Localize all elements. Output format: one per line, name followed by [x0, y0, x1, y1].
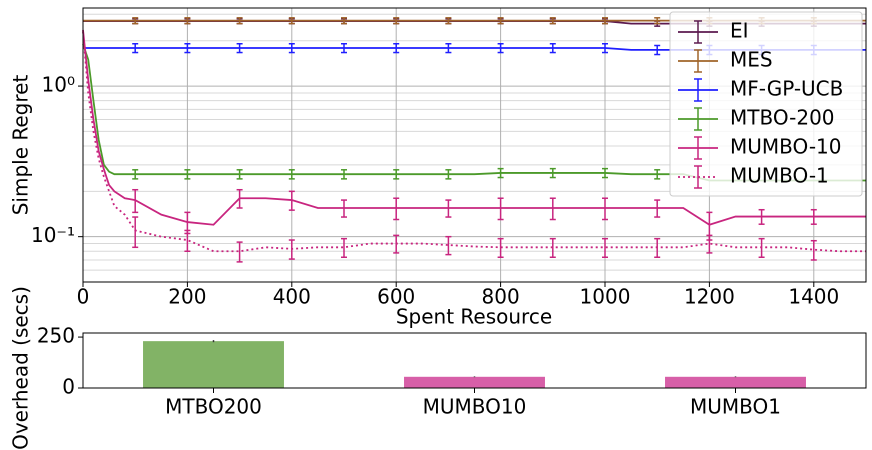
legend-label: MUMBO-1 [730, 164, 829, 188]
x-tick-label: 400 [273, 285, 311, 309]
error-bar [445, 17, 452, 25]
x-tick-label: 1000 [580, 285, 631, 309]
error-bar [445, 43, 452, 54]
error-bar [184, 17, 191, 25]
error-bar [288, 43, 295, 54]
error-bar [236, 188, 243, 209]
x-tick-label: 600 [377, 285, 415, 309]
y-tick-label: 250 [37, 324, 75, 348]
error-bar [184, 43, 191, 54]
x-tick-label: 1400 [788, 285, 839, 309]
error-bar [758, 208, 765, 225]
error-bar [654, 17, 661, 25]
error-bar [602, 167, 608, 179]
error-bar [288, 190, 295, 211]
legend-label: MES [730, 48, 773, 72]
bar [143, 341, 284, 388]
error-bar [341, 169, 347, 180]
error-bar [184, 169, 191, 180]
error-bar [549, 167, 556, 179]
error-bar [288, 169, 295, 180]
error-bar [810, 208, 817, 225]
error-bar [236, 43, 243, 54]
bar [404, 376, 545, 388]
plot-frame [82, 7, 867, 283]
x-tick-label: 200 [168, 285, 206, 309]
error-bar [497, 17, 504, 25]
y-tick-label: 10⁻¹ [31, 223, 75, 247]
error-bar [184, 229, 191, 253]
legend-label: MUMBO-10 [730, 135, 841, 159]
error-bar [341, 43, 347, 54]
legend-box [669, 11, 863, 197]
error-bar [445, 169, 452, 180]
y-axis-label: Simple Regret [9, 75, 33, 216]
legend-label: MTBO-200 [730, 106, 835, 130]
legend-label: EI [730, 19, 749, 43]
error-bar [393, 169, 400, 180]
x-tick-label: 0 [77, 285, 90, 309]
error-bar [654, 199, 661, 218]
error-bar [288, 239, 295, 260]
error-bar [236, 241, 243, 263]
error-bar [236, 169, 243, 180]
error-bar [549, 43, 556, 54]
error-bar [341, 237, 347, 259]
plot-frame [82, 332, 867, 389]
error-bar [654, 169, 661, 180]
error-bar [236, 17, 243, 25]
error-bar [602, 237, 608, 259]
error-bar [288, 17, 295, 25]
error-bar [445, 199, 452, 218]
x-tick-label: MUMBO10 [423, 395, 527, 419]
error-bar [549, 237, 556, 259]
bar [665, 376, 806, 388]
error-bar [393, 197, 400, 221]
x-tick-label: 800 [482, 285, 520, 309]
error-bar [549, 197, 556, 221]
error-bar [497, 197, 504, 221]
x-axis-label: Spent Resource [396, 305, 552, 329]
error-bar [654, 44, 661, 56]
x-tick-label: MUMBO1 [690, 395, 781, 419]
error-bar [341, 199, 347, 218]
y-axis-label: Overhead (secs) [9, 286, 33, 450]
error-bar [549, 17, 556, 25]
error-bar [810, 239, 817, 261]
error-bar [132, 216, 139, 249]
error-bar [393, 17, 400, 25]
legend-label: MF-GP-UCB [730, 77, 843, 101]
x-tick-label: MTBO200 [165, 395, 262, 419]
error-bar [132, 169, 139, 180]
y-tick-label: 10⁰ [42, 73, 75, 97]
error-bar [758, 237, 765, 259]
error-bar [602, 17, 608, 25]
error-bar [393, 234, 400, 254]
error-bar [602, 197, 608, 221]
error-bar [706, 234, 713, 254]
error-bar [341, 17, 347, 25]
error-bar [393, 43, 400, 54]
error-bar [132, 17, 139, 25]
error-bar [132, 188, 139, 214]
error-bar [602, 43, 608, 54]
error-bar [497, 167, 504, 179]
error-bar [132, 43, 139, 54]
error-bar [497, 237, 504, 259]
error-bar [497, 43, 504, 54]
error-bar [654, 237, 661, 259]
x-tick-label: 1200 [684, 285, 735, 309]
error-bar [445, 235, 452, 256]
y-tick-label: 0 [62, 375, 75, 399]
